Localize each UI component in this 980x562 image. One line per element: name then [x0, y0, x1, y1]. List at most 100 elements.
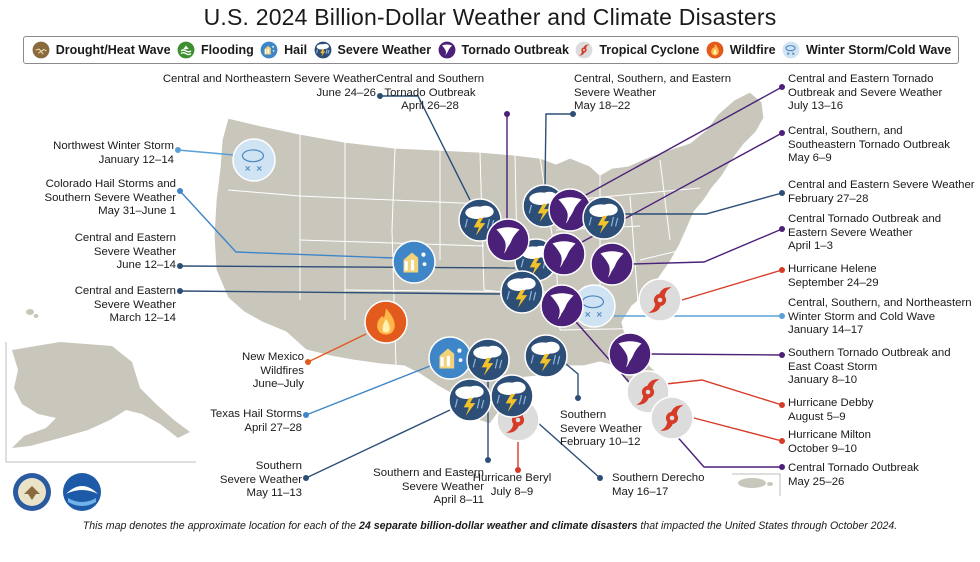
event-marker-severe [466, 338, 510, 382]
event-name: Eastern Severe Weather [788, 226, 913, 239]
event-date: April 27–28 [244, 421, 302, 434]
legend-item-cyclone: Tropical Cyclone [574, 40, 699, 60]
event-name: Hurricane Debby [788, 397, 874, 409]
event-label: Southern Tornado Outbreak and East Coast … [788, 347, 951, 388]
event-date: April 26–28 [401, 100, 459, 112]
connector-dot [779, 438, 785, 444]
event-label: Central Tornado Outbreak May 25–26 [788, 462, 919, 489]
event-name: Southern Tornado Outbreak and [788, 347, 951, 359]
event-date: January 8–10 [788, 374, 858, 386]
event-marker-severe [500, 270, 544, 314]
event-label: Central and Eastern Tornado Outbreak and … [788, 73, 942, 114]
event-name: Tornado Outbreak [384, 86, 476, 99]
connector-dot [177, 288, 183, 294]
event-date: May 16–17 [612, 485, 669, 498]
event-marker-tornado [608, 332, 652, 376]
event-label: Hurricane Milton October 9–10 [788, 429, 871, 456]
event-label: Central Tornado Outbreak and Eastern Seve… [788, 213, 941, 254]
connector-dot [575, 395, 581, 401]
legend: Drought/Heat Wave Flooding Hail Severe W… [23, 36, 959, 64]
connector-line [179, 265, 516, 269]
event-label: Central, Southern, and Northeastern Winte… [788, 297, 972, 338]
flooding-icon [176, 40, 196, 60]
event-date: March 12–14 [109, 312, 177, 324]
severe-weather-icon [312, 40, 333, 60]
connector-dot [779, 267, 785, 273]
connector-line [527, 413, 601, 479]
connector-dot [779, 313, 785, 319]
event-name: East Coast Storm [788, 360, 878, 373]
connector-line [177, 149, 235, 156]
event-name: Severe Weather [219, 473, 302, 486]
event-date: May 25–26 [788, 475, 845, 488]
event-date: June 12–14 [116, 259, 176, 271]
drought-icon [30, 40, 51, 60]
cyclone-icon [574, 40, 595, 60]
event-name: Severe Weather [574, 86, 657, 99]
connector-line [305, 409, 451, 479]
event-date: January 14–17 [788, 324, 864, 336]
event-marker-severe [448, 378, 492, 422]
footnote: This map denotes the approximate locatio… [82, 520, 898, 532]
event-name: Central and Southern [375, 73, 485, 85]
legend-label: Flooding [200, 43, 254, 57]
legend-item-tornado: Tornado Outbreak [436, 40, 569, 60]
legend-label: Tropical Cyclone [599, 43, 700, 57]
event-marker-cyclone [638, 278, 682, 322]
legend-item-severe: Severe Weather [312, 40, 432, 60]
event-label: Southern and Eastern Severe Weather April … [373, 467, 484, 508]
event-marker-hail [392, 240, 436, 284]
event-name: Southern [255, 460, 302, 472]
event-name: Central Tornado Outbreak [788, 462, 919, 474]
event-marker-tornado [540, 284, 584, 328]
event-name: Southern and Eastern [373, 467, 484, 479]
event-name: Severe Weather [560, 422, 643, 435]
event-date: June 24–26 [316, 86, 376, 99]
event-marker-tornado [542, 232, 586, 276]
connector-dot [779, 84, 785, 90]
connector-line [583, 86, 783, 197]
connector-dot [779, 190, 785, 196]
puerto-rico [738, 478, 773, 488]
connector-dot [303, 475, 309, 481]
legend-label: Drought/Heat Wave [55, 43, 171, 57]
tornado-icon [436, 40, 457, 60]
event-marker-hail [428, 336, 472, 380]
winter-storm-icon [781, 40, 801, 60]
doc-seal-icon [13, 473, 51, 511]
event-name: Central Tornado Outbreak and [788, 213, 942, 225]
connector-dot [305, 359, 311, 365]
legend-item-drought: Drought/Heat Wave [30, 40, 171, 60]
connector-dot [779, 130, 785, 136]
event-label: Central, Southern, and Eastern Severe Wea… [574, 73, 731, 114]
connector-line [305, 365, 431, 416]
connector-dot [303, 412, 309, 418]
event-label: Central and Southern Tornado Outbreak Apri… [376, 73, 484, 114]
event-date: July 8–9 [490, 485, 534, 498]
connector-line [179, 190, 395, 259]
event-date: August 5–9 [788, 410, 846, 423]
event-date: May 31–June 1 [98, 205, 176, 217]
connector-dot [570, 111, 576, 117]
event-label: Central and Eastern Severe Weather June 12… [75, 232, 176, 273]
event-name: Southern Severe Weather [44, 191, 177, 204]
event-marker-wildfire [364, 300, 408, 344]
event-name: Colorado Hail Storms and [45, 178, 176, 190]
event-label: Southern Derecho May 16–17 [612, 472, 704, 499]
event-name: Southern Derecho [612, 472, 705, 484]
alaska-frame [5, 342, 196, 463]
event-date: May 6–9 [788, 152, 832, 164]
event-date: September 24–29 [788, 276, 879, 289]
legend-label: Severe Weather [337, 43, 432, 57]
event-marker-severe [582, 196, 626, 240]
connector-line [179, 290, 501, 295]
legend-item-flooding: Flooding [176, 40, 254, 60]
event-label: Hurricane Debby August 5–9 [788, 397, 873, 424]
connector-line [631, 228, 783, 265]
legend-item-wildfire: Wildfire [705, 40, 776, 60]
event-date: May 11–13 [246, 487, 302, 499]
event-label: New Mexico Wildfires June–July [242, 351, 304, 392]
connector-dot [779, 464, 785, 470]
hail-icon [259, 40, 279, 60]
legend-label: Hail [284, 43, 308, 57]
